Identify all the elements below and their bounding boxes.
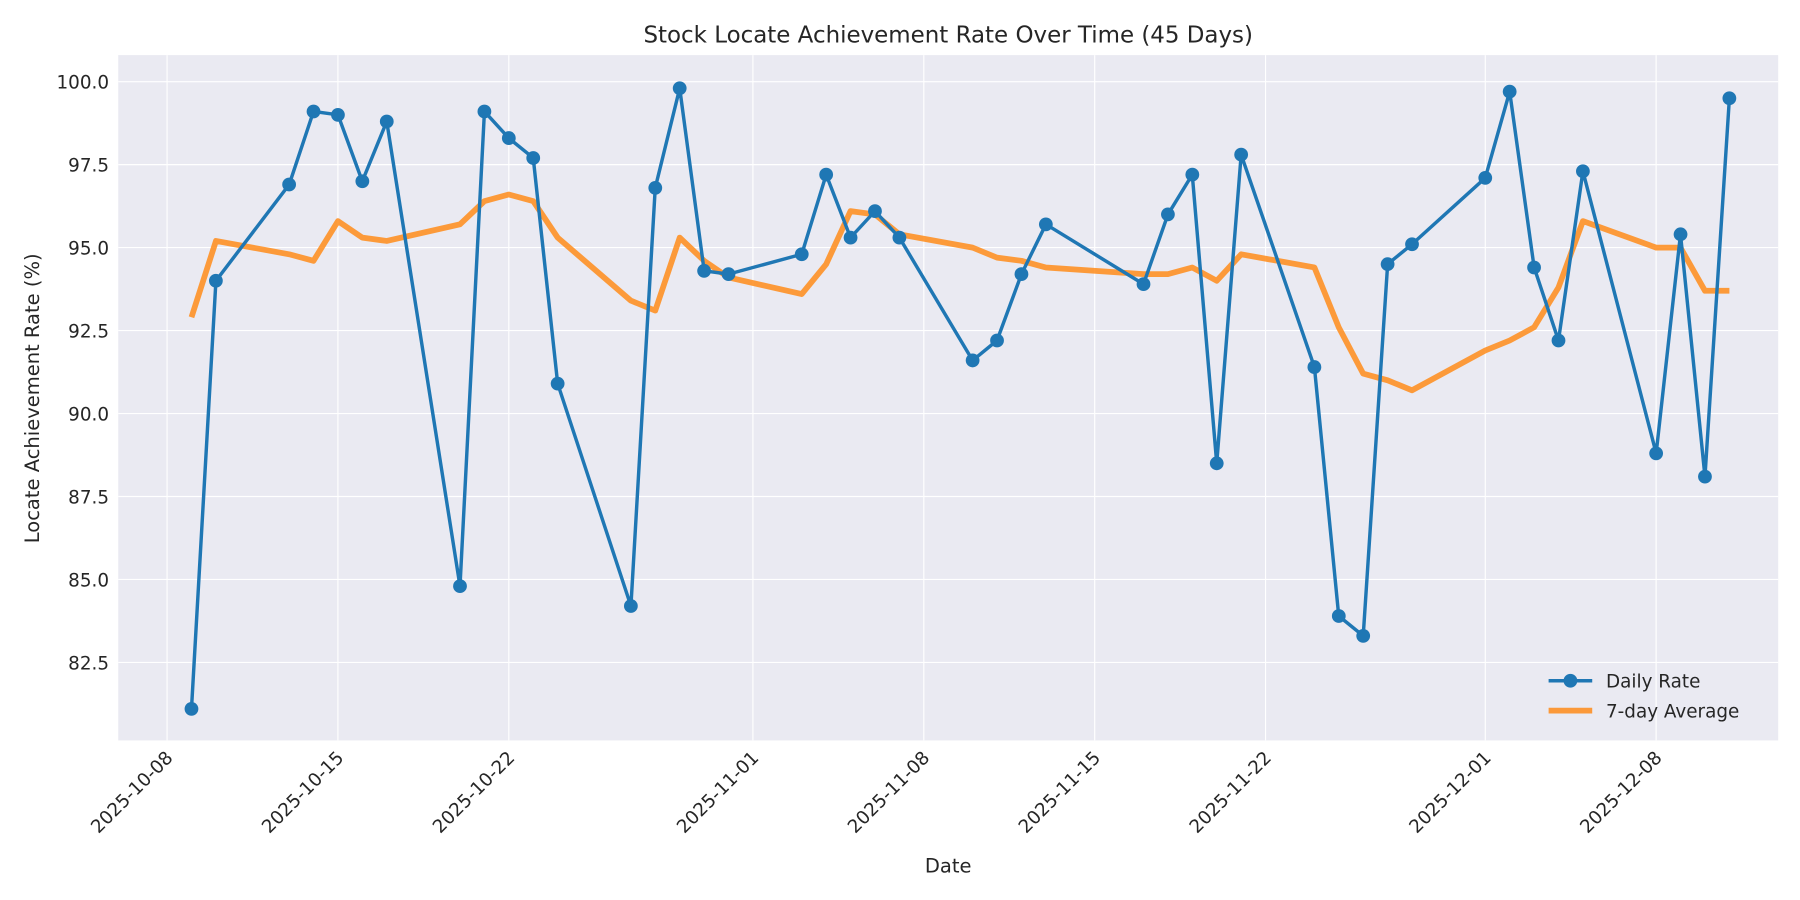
data-point-daily-rate (453, 579, 467, 593)
data-point-daily-rate (892, 230, 907, 245)
data-point-daily-rate (501, 131, 516, 145)
y-tick-label: 87.5 (68, 487, 109, 508)
y-tick-label: 92.5 (68, 321, 109, 342)
data-point-daily-rate (1014, 267, 1029, 282)
x-tick-label: 2025-11-08 (844, 747, 934, 837)
y-tick-label: 100.0 (56, 73, 109, 94)
x-tick-label: 2025-11-01 (673, 747, 763, 837)
y-tick-label: 95.0 (68, 238, 109, 259)
data-point-daily-rate (306, 104, 321, 119)
data-point-daily-rate (1234, 147, 1249, 162)
data-point-daily-rate (1185, 167, 1200, 182)
y-tick-label: 90.0 (68, 404, 109, 425)
data-point-daily-rate (1576, 164, 1590, 179)
data-point-daily-rate (672, 81, 687, 96)
data-point-daily-rate (868, 204, 882, 218)
data-point-daily-rate (990, 333, 1004, 348)
data-point-daily-rate (1209, 456, 1224, 471)
data-point-daily-rate (1478, 171, 1493, 185)
data-point-daily-rate (208, 273, 223, 288)
data-point-daily-rate (1502, 84, 1517, 99)
data-point-daily-rate (1698, 469, 1712, 484)
data-point-daily-rate (477, 104, 492, 119)
y-tick-label: 97.5 (68, 156, 109, 177)
data-point-daily-rate (282, 177, 297, 192)
data-point-daily-rate (1649, 446, 1664, 461)
data-point-daily-rate (648, 180, 663, 195)
data-point-daily-rate (1161, 207, 1175, 222)
data-point-daily-rate (1527, 260, 1541, 275)
x-tick-label: 2025-12-01 (1405, 747, 1495, 837)
legend-label-7-day-average: 7-day Average (1606, 701, 1739, 722)
data-point-daily-rate (355, 174, 370, 189)
data-point-daily-rate (1551, 333, 1566, 348)
data-point-daily-rate (379, 114, 394, 129)
y-axis-label: Locate Achievement Rate (%) (21, 253, 44, 543)
data-point-daily-rate (1136, 277, 1151, 291)
y-tick-label: 82.5 (68, 653, 109, 674)
chart-title: Stock Locate Achievement Rate Over Time … (643, 22, 1253, 48)
data-point-daily-rate (697, 263, 711, 278)
x-axis-ticks: 2025-10-08 2025-10-15 2025-10-22 2025-11-01… (87, 747, 1666, 837)
data-point-daily-rate (550, 376, 565, 391)
data-point-daily-rate (1038, 217, 1053, 232)
y-tick-label: 85.0 (68, 570, 109, 591)
y-axis-ticks: 82.5 85.0 87.5 90.0 92.5 95.0 97.5 100.0 (56, 73, 109, 675)
data-point-daily-rate (331, 107, 345, 122)
x-tick-label: 2025-12-08 (1576, 747, 1666, 837)
data-point-daily-rate (794, 247, 809, 262)
data-point-daily-rate (1673, 227, 1688, 242)
legend: Daily Rate 7-day Average (1548, 672, 1739, 722)
series-line-7-day-average (188, 191, 1730, 394)
data-point-daily-rate (819, 167, 834, 182)
x-tick-label: 2025-10-22 (429, 747, 519, 837)
x-tick-label: 2025-11-15 (1015, 747, 1105, 837)
data-point-daily-rate (1307, 360, 1322, 374)
x-tick-label: 2025-10-08 (87, 747, 177, 837)
data-point-daily-rate (1405, 237, 1419, 252)
plot-background (118, 55, 1779, 741)
data-point-daily-rate (965, 353, 980, 368)
x-tick-label: 2025-11-22 (1186, 747, 1276, 837)
data-point-daily-rate (721, 267, 736, 282)
data-point-daily-rate (526, 151, 541, 165)
data-point-daily-rate (1722, 91, 1737, 106)
x-axis-label: Date (925, 854, 972, 877)
legend-marker-daily-rate (1563, 673, 1578, 688)
data-point-daily-rate (1380, 257, 1395, 272)
data-point-daily-rate (184, 702, 199, 716)
data-point-daily-rate (843, 230, 858, 245)
data-point-daily-rate (623, 599, 638, 613)
series-lines (184, 81, 1737, 716)
x-tick-label: 2025-10-15 (258, 747, 348, 837)
data-point-daily-rate (1356, 629, 1371, 643)
legend-label-daily-rate: Daily Rate (1606, 672, 1700, 693)
data-point-daily-rate (1331, 609, 1346, 623)
grid (118, 55, 1779, 741)
